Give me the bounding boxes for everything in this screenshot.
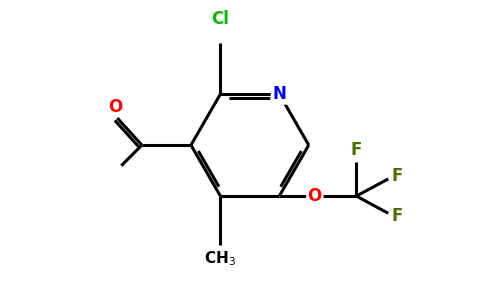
Text: F: F [350, 141, 362, 159]
Text: Cl: Cl [212, 10, 229, 28]
Text: CH$_3$: CH$_3$ [204, 249, 236, 268]
Text: F: F [392, 167, 403, 185]
Text: O: O [307, 187, 322, 205]
Text: F: F [392, 207, 403, 225]
Text: N: N [272, 85, 286, 103]
Text: O: O [108, 98, 122, 116]
